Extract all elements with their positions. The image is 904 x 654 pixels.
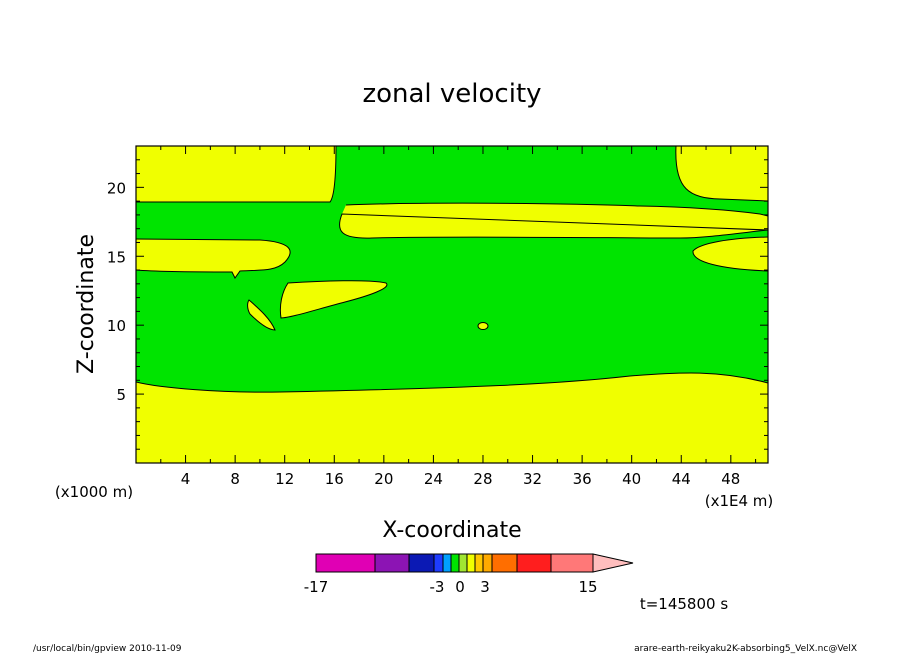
- x-tick-label: 36: [573, 470, 592, 488]
- y-axis-ticks: 5 10 15 20: [107, 159, 768, 450]
- x-tick-label: 20: [374, 470, 393, 488]
- colorbar-bin: [458, 553, 468, 573]
- colorbar-labels: -17 -3 0 3 15: [304, 578, 598, 596]
- x-unit-note: (x1E4 m): [705, 492, 774, 510]
- x-tick-label: 44: [672, 470, 691, 488]
- contour-lines: [136, 146, 768, 393]
- x-axis-label: X-coordinate: [382, 518, 521, 543]
- contour-field: [136, 146, 768, 463]
- x-axis-ticks: 4 8 12 16 20 24 28 32 36 40 44 48: [160, 146, 757, 488]
- x-tick-label: 32: [523, 470, 542, 488]
- x-tick-label: 48: [721, 470, 740, 488]
- contour-line-right: [692, 236, 768, 272]
- colorbar-bin: [408, 553, 435, 573]
- colorbar-label: 15: [578, 578, 597, 596]
- x-tick-label: 4: [181, 470, 191, 488]
- colorbar-bin: [491, 553, 518, 573]
- x-tick-label: 12: [275, 470, 294, 488]
- colorbar-bin: [442, 553, 452, 573]
- contour-line-lens: [247, 299, 276, 331]
- colorbar-bin: [474, 553, 484, 573]
- contour-line-dot: [477, 322, 489, 330]
- x-tick-label: 40: [622, 470, 641, 488]
- time-label: t=145800 s: [640, 595, 728, 613]
- contour-line-band: [339, 202, 768, 239]
- y-tick-label: 20: [107, 179, 126, 197]
- colorbar-bin: [433, 553, 444, 573]
- positive-band-upper: [339, 203, 768, 239]
- y-tick-label: 15: [107, 248, 126, 266]
- colorbar-label: 0: [455, 578, 465, 596]
- contour-line-blob: [279, 280, 388, 319]
- colorbar-bin: [466, 553, 476, 573]
- y-tick-label: 10: [107, 317, 126, 335]
- chart-title: zonal velocity: [362, 79, 541, 109]
- colorbar-label: 3: [480, 578, 490, 596]
- colorbar-bin: [450, 553, 460, 573]
- x-tick-label: 8: [230, 470, 240, 488]
- positive-lens-right: [692, 237, 768, 271]
- colorbar-label: -17: [304, 578, 329, 596]
- y-unit-note: (x1000 m): [55, 483, 133, 501]
- positive-dot: [478, 322, 488, 330]
- y-tick-label: 5: [116, 386, 126, 404]
- x-tick-label: 16: [325, 470, 344, 488]
- positive-lens-small: [247, 300, 275, 330]
- x-tick-label: 28: [473, 470, 492, 488]
- footer-left: /usr/local/bin/gpview 2010-11-09: [33, 644, 182, 654]
- contour-line-left: [136, 238, 291, 279]
- colorbar-bin: [315, 553, 376, 573]
- colorbar-bin: [516, 553, 552, 573]
- colorbar: [315, 553, 634, 573]
- colorbar-bin: [374, 553, 410, 573]
- plot-frame: [135, 145, 769, 464]
- positive-blob-center: [280, 280, 387, 318]
- colorbar-bin: [482, 553, 493, 573]
- colorbar-label: -3: [430, 578, 445, 596]
- x-tick-label: 24: [424, 470, 443, 488]
- y-axis-label: Z-coordinate: [74, 234, 99, 374]
- colorbar-arrow: [592, 553, 634, 573]
- footer-right: arare-earth-reikyaku2K-absorbing5_VelX.n…: [634, 644, 857, 654]
- positive-band-left: [136, 239, 291, 278]
- contour-line-main: [136, 146, 768, 393]
- colorbar-bin: [550, 553, 594, 573]
